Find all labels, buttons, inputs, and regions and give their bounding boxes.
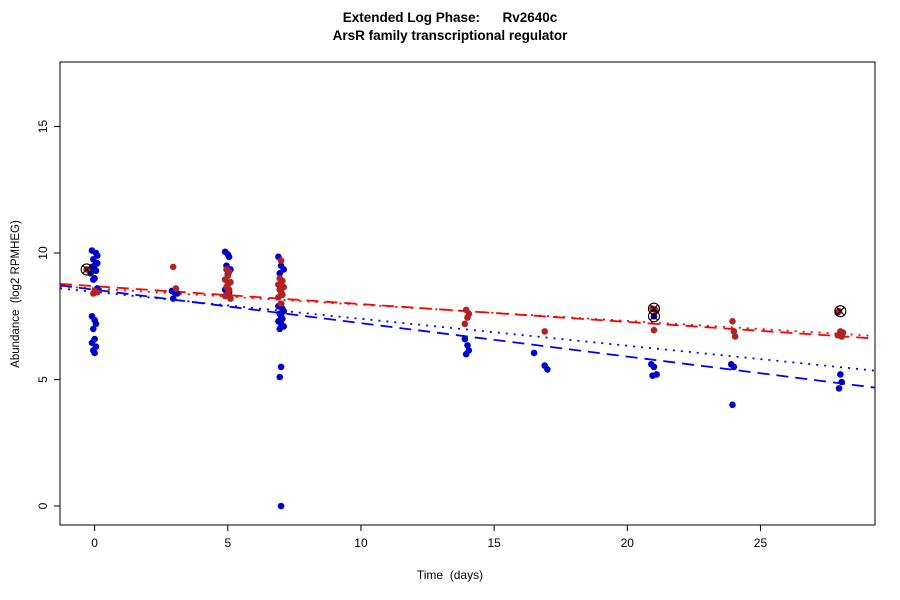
scatter-point-blue-group xyxy=(729,401,736,409)
y-tick-label: 10 xyxy=(36,246,50,260)
scatter-point-red-group xyxy=(221,292,229,300)
plot-box xyxy=(59,61,876,526)
scatter-point-blue-group xyxy=(650,363,658,371)
scatter-point-blue-group xyxy=(225,253,233,261)
x-axis-label: Time (days) xyxy=(416,568,484,582)
scatter-point-blue-group xyxy=(464,342,471,349)
highlight-marker-x xyxy=(836,306,845,316)
scatter-point-red-group xyxy=(461,320,469,328)
scatter-point-blue-group xyxy=(277,363,285,371)
scatter-point-blue-group xyxy=(89,325,97,333)
scatter-point-red-group xyxy=(650,326,658,334)
scatter-point-blue-group xyxy=(92,267,100,275)
chart-title: Extended Log Phase: Rv2640c xyxy=(342,10,558,25)
scatter-point-red-group xyxy=(277,257,285,264)
x-tick-label: 10 xyxy=(354,536,368,550)
x-tick-label: 20 xyxy=(621,536,635,550)
x-tick-label: 0 xyxy=(91,536,98,550)
x-tick-label: 15 xyxy=(487,536,501,550)
highlight-marker-x xyxy=(649,311,659,321)
highlight-marker-circle xyxy=(80,263,93,276)
scatter-point-blue-group xyxy=(835,385,843,392)
scatter-point-red-group xyxy=(89,290,97,297)
scatter-point-red-group xyxy=(169,263,177,271)
scatter-point-blue-group xyxy=(91,349,98,357)
scatter-point-blue-group xyxy=(544,366,551,373)
scatter-point-blue-group xyxy=(92,320,100,328)
scatter-point-blue-group xyxy=(89,276,97,283)
scatter-point-blue-group xyxy=(276,269,284,277)
y-axis-label: Abundance (log2 RPMHEG) xyxy=(10,220,22,368)
scatter-point-blue-group xyxy=(649,372,656,380)
chart-subtitle: ArsR family transcriptional regulator xyxy=(332,28,568,43)
y-tick-label: 5 xyxy=(36,376,50,383)
highlight-marker-circle xyxy=(834,305,847,318)
scatter-point-blue-group xyxy=(173,290,181,297)
scatter-point-blue-group xyxy=(277,502,285,510)
scatter-point-blue-group xyxy=(837,371,844,378)
scatter-point-red-group xyxy=(730,328,738,335)
y-tick-label: 0 xyxy=(36,502,50,509)
highlight-marker-x xyxy=(82,265,91,274)
scatter-point-red-group xyxy=(227,295,234,302)
scatter-point-red-group xyxy=(221,276,229,283)
trend-line-blue-dashed-fit xyxy=(59,284,876,389)
scatter-point-red-group xyxy=(731,333,739,340)
scatter-point-red-group xyxy=(729,318,736,325)
scatter-point-red-group xyxy=(275,293,282,301)
scatter-point-blue-group xyxy=(461,335,469,343)
scatter-point-red-group xyxy=(541,328,549,335)
scatter-point-red-group xyxy=(835,307,843,315)
scatter-point-red-group xyxy=(464,314,471,321)
scatter-point-blue-group xyxy=(169,295,177,302)
scatter-point-red-group xyxy=(277,300,285,307)
scatter-point-blue-group xyxy=(530,349,538,357)
trend-line-blue-dotted-fit xyxy=(59,287,876,372)
scatter-point-red-group xyxy=(275,281,282,288)
scatter-point-red-group xyxy=(838,333,846,340)
scatter-point-blue-group xyxy=(730,363,738,371)
scatter-point-blue-group xyxy=(838,378,846,386)
scatter-point-blue-group xyxy=(276,373,284,381)
x-tick-label: 25 xyxy=(754,536,768,550)
scatter-point-blue-group xyxy=(462,350,470,358)
highlight-marker-circle xyxy=(647,302,660,315)
x-tick-label: 5 xyxy=(224,536,231,550)
scatter-point-blue-group xyxy=(276,325,284,333)
highlight-marker-circle xyxy=(647,310,660,323)
scatter-point-red-group xyxy=(172,285,180,292)
y-tick-label: 15 xyxy=(36,120,50,134)
